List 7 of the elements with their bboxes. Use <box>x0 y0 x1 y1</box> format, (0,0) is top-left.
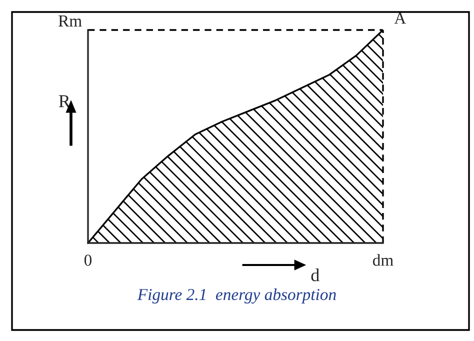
x-tick-label: dm <box>372 254 394 266</box>
x-axis-title: d <box>311 268 320 282</box>
annotation: A <box>394 12 406 24</box>
y-axis-title: R <box>58 95 70 108</box>
ref-line-label: Rm <box>58 16 82 26</box>
x-tick-label: 0 <box>84 254 92 266</box>
caption: Figure 2.1 energy absorption <box>137 288 336 304</box>
